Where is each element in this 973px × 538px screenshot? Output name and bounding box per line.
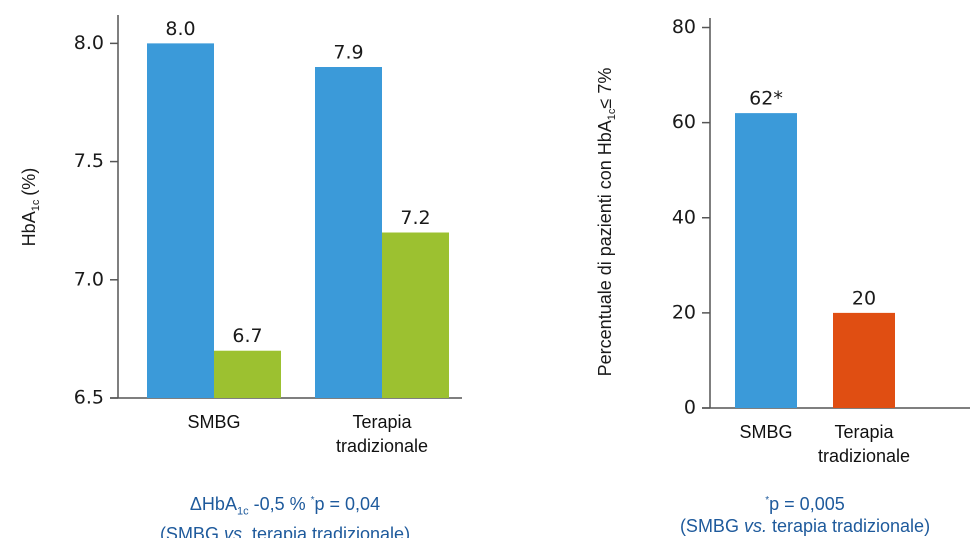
y-axis-title: HbA1c (%) <box>19 168 42 247</box>
y-title-suffix: ≤ 7% <box>595 68 615 109</box>
x-tick-label: SMBG <box>187 412 241 432</box>
note-text: p = 0,04 <box>314 494 381 514</box>
value-label: 7.9 <box>333 42 363 64</box>
note-text: terapia tradizionale) <box>771 516 931 536</box>
note-text: (SMBG <box>679 516 739 536</box>
y-title-sub: 1c <box>30 199 42 211</box>
footnote: ΔHbA1c -0,5 % *p = 0,04 (SMBG vs. terapia tr… <box>150 490 420 538</box>
bar <box>147 43 214 399</box>
x-tick-label: Terapia tradizionale <box>335 412 429 456</box>
value-label: 7.2 <box>400 207 430 229</box>
x-tick-label: Terapia tradizionale <box>817 422 911 466</box>
value-label: 20 <box>852 287 876 309</box>
x-tick-label: SMBG <box>739 422 793 442</box>
y-title-main: Percentuale di pazienti con HbA <box>595 120 615 376</box>
value-label: 6.7 <box>232 325 262 347</box>
note-text: (SMBG <box>159 523 219 538</box>
bar <box>315 67 382 399</box>
bar <box>735 113 797 408</box>
note-line: (SMBG vs. terapia tradizionale) <box>655 515 955 537</box>
bar <box>214 350 281 398</box>
note-text: p = 0,005 <box>769 494 845 514</box>
note-star: * <box>765 495 770 506</box>
y-tick-label: 20 <box>672 301 696 323</box>
value-label: 62* <box>749 88 783 110</box>
footnote: *p = 0,005 (SMBG vs. terapia tradizionale) <box>655 490 955 537</box>
y-tick-label: 6.5 <box>74 387 104 409</box>
note-line: (SMBG vs. terapia tradizionale) <box>150 523 420 538</box>
y-axis-title: Percentuale di pazienti con HbA1c≤ 7% <box>595 68 618 377</box>
note-line: ΔHbA1c -0,5 % *p = 0,04 <box>150 490 420 523</box>
y-title-sub: 1c <box>606 108 618 120</box>
y-title-main: HbA <box>19 211 39 246</box>
y-tick-label: 60 <box>672 111 696 133</box>
note-sub: 1c <box>236 505 249 518</box>
note-text: -0,5 % <box>253 494 306 514</box>
y-tick-label: 0 <box>684 397 696 419</box>
note-text: vs. <box>743 516 767 536</box>
y-tick-label: 40 <box>672 206 696 228</box>
note-text: vs. <box>223 523 247 538</box>
value-label: 8.0 <box>165 18 195 40</box>
bar <box>382 232 449 398</box>
note-star: * <box>310 495 315 506</box>
y-tick-label: 80 <box>672 16 696 38</box>
note-text: terapia tradizionale) <box>251 523 411 538</box>
bar <box>833 312 895 408</box>
y-title-suffix: (%) <box>19 168 39 196</box>
note-line: *p = 0,005 <box>655 490 955 515</box>
y-tick-label: 8.0 <box>74 32 104 54</box>
note-text: ΔHbA <box>189 494 237 514</box>
y-tick-label: 7.0 <box>74 268 104 290</box>
y-tick-label: 7.5 <box>74 150 104 172</box>
